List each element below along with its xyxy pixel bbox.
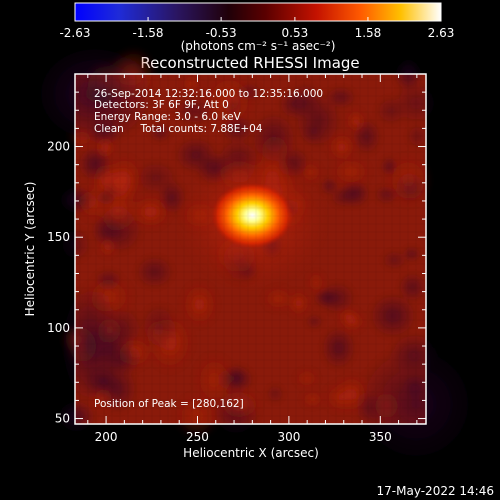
plot-frame	[74, 73, 427, 425]
observation-annotations: 26-Sep-2014 12:32:16.000 to 12:35:16.000…	[94, 88, 323, 135]
colorbar-tick-label: 0.53	[282, 26, 309, 40]
colorbar-unit-label: (photons cm⁻² s⁻¹ asec⁻²)	[181, 39, 336, 53]
x-tick-label: 250	[186, 430, 209, 444]
colorbar-gradient	[74, 2, 442, 22]
colorbar-tick-label: -2.63	[59, 26, 90, 40]
colorbar-tick-label: -0.53	[206, 26, 237, 40]
x-axis-label: Heliocentric X (arcsec)	[183, 446, 319, 460]
y-tick-label: 200	[47, 140, 70, 154]
chart-title: Reconstructed RHESSI Image	[140, 54, 359, 72]
colorbar-tick-label: 1.58	[355, 26, 382, 40]
colorbar: -2.63 -1.58 -0.53 0.53 1.58 2.63 (photons cm⁻…	[59, 2, 454, 53]
annotation-time-range: 26-Sep-2014 12:32:16.000 to 12:35:16.000	[94, 88, 323, 100]
y-tick-label: 50	[55, 412, 70, 426]
colorbar-ticks: -2.63 -1.58 -0.53 0.53 1.58 2.63	[59, 17, 454, 40]
annotation-energy-range: Energy Range: 3.0 - 6.0 keV	[94, 111, 242, 123]
x-tick-label: 350	[369, 430, 392, 444]
axis-ticks: 200 250 300 350 50 100 150 200	[47, 74, 426, 444]
image-panel: 200 250 300 350 50 100 150 200	[35, 44, 476, 464]
colorbar-tick-label: 2.63	[428, 26, 455, 40]
annotation-detectors: Detectors: 3F 6F 9F, Att 0	[94, 99, 229, 111]
x-tick-label: 200	[95, 430, 118, 444]
y-axis-label: Heliocentric Y (arcsec)	[23, 182, 37, 317]
y-tick-label: 100	[47, 321, 70, 335]
annotation-clean-counts: Clean Total counts: 7.88E+04	[94, 123, 263, 135]
y-tick-label: 150	[47, 230, 70, 244]
colorbar-tick-label: -1.58	[133, 26, 164, 40]
peak-position-label: Position of Peak = [280,162]	[94, 398, 244, 410]
pixel-grid	[75, 74, 426, 424]
footer-timestamp: 17-May-2022 14:46	[377, 484, 494, 498]
x-tick-label: 300	[277, 430, 300, 444]
